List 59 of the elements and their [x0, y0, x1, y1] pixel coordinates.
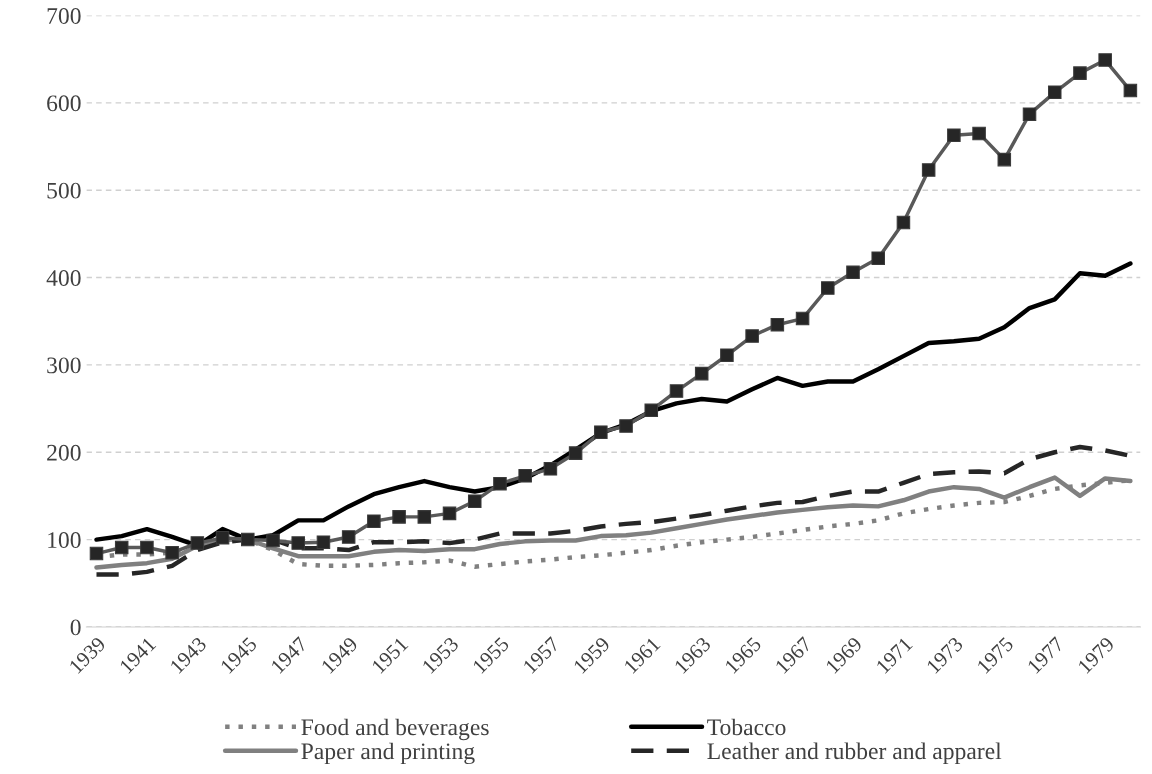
- point: [1123, 83, 1138, 98]
- point: [442, 506, 457, 521]
- point: [694, 366, 709, 381]
- point: [518, 469, 532, 483]
- line-series: [94, 261, 1133, 548]
- point: [921, 163, 936, 177]
- point: [316, 535, 331, 549]
- point: [972, 126, 986, 141]
- point: [1047, 85, 1062, 100]
- x-tick-label: 1971: [875, 636, 913, 674]
- point: [89, 546, 104, 561]
- point: [467, 494, 482, 508]
- legend-label: Food and beverages: [301, 718, 489, 741]
- point: [745, 329, 759, 343]
- legend-label: Paper and printing: [301, 742, 475, 765]
- point: [291, 536, 305, 550]
- point: [594, 425, 608, 439]
- y-tick-label: 100: [48, 532, 81, 549]
- point: [215, 531, 230, 545]
- point: [997, 152, 1012, 167]
- point: [1098, 53, 1112, 67]
- point: [417, 510, 432, 524]
- y-tick-label: 700: [47, 7, 81, 24]
- point: [341, 530, 356, 544]
- point: [392, 510, 406, 524]
- point: [1073, 66, 1087, 80]
- point: [114, 540, 129, 555]
- point: [720, 348, 734, 363]
- point: [947, 128, 961, 142]
- y-tick-label: 0: [70, 619, 81, 636]
- point: [493, 476, 507, 491]
- y-tick-label: 400: [46, 270, 81, 286]
- x-tick-label: 1951: [371, 636, 409, 674]
- legend-label: Leather and rubber and apparel: [707, 742, 1002, 764]
- point: [644, 403, 659, 418]
- point: [1022, 107, 1037, 121]
- point: [770, 317, 785, 332]
- point: [669, 384, 684, 398]
- point: [896, 215, 911, 230]
- point: [543, 462, 558, 476]
- point: [266, 533, 280, 548]
- y-tick-label: 500: [47, 182, 81, 199]
- point: [190, 536, 205, 550]
- legend-label: Tobacco: [707, 718, 786, 736]
- y-tick-label: 200: [47, 444, 81, 461]
- y-tick-label: 300: [47, 357, 81, 374]
- point: [619, 419, 633, 433]
- point: [165, 545, 179, 560]
- point: [367, 514, 381, 529]
- point: [241, 532, 255, 547]
- x-tick-label: 1961: [623, 636, 661, 674]
- point: [795, 311, 810, 326]
- point: [568, 446, 583, 460]
- x-tick-label: 1941: [119, 636, 157, 674]
- point: [871, 251, 885, 266]
- point: [140, 540, 154, 555]
- y-tick-label: 600: [47, 95, 81, 112]
- point: [821, 281, 835, 295]
- point: [846, 265, 860, 280]
